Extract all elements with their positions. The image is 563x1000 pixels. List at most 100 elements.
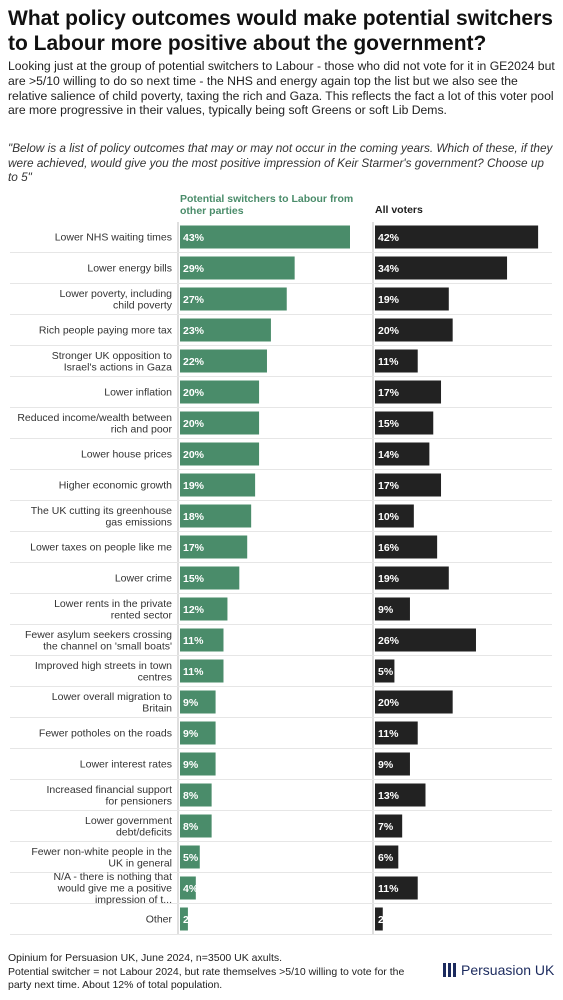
value-label: 2% bbox=[183, 914, 199, 926]
category-label: Reduced income/wealth between rich and po… bbox=[17, 412, 172, 436]
bar-potential-switchers bbox=[180, 876, 196, 900]
category-label: Lower government debt/deficits bbox=[85, 815, 172, 839]
logo-text: Persuasion UK bbox=[461, 962, 555, 978]
bar-all-voters bbox=[375, 566, 449, 590]
value-label: 5% bbox=[183, 852, 199, 864]
value-label: 10% bbox=[378, 511, 400, 523]
bar-potential-switchers bbox=[180, 721, 216, 745]
value-label: 18% bbox=[183, 511, 205, 523]
category-label: Rich people paying more tax bbox=[39, 325, 173, 337]
bar-potential-switchers bbox=[180, 535, 248, 559]
category-label: Lower interest rates bbox=[80, 759, 172, 771]
category-label: Lower crime bbox=[115, 573, 172, 585]
category-label: Lower NHS waiting times bbox=[55, 232, 172, 244]
value-label: 13% bbox=[378, 790, 400, 802]
value-label: 8% bbox=[183, 790, 199, 802]
value-label: 20% bbox=[183, 418, 205, 430]
category-label: Increased financial support for pensioner… bbox=[47, 784, 173, 808]
footer-definition: Potential switcher = not Labour 2024, bu… bbox=[8, 965, 405, 992]
value-label: 19% bbox=[378, 294, 400, 306]
bar-all-voters bbox=[375, 504, 414, 528]
bar-all-voters bbox=[375, 411, 434, 435]
value-label: 11% bbox=[378, 356, 399, 368]
value-label: 34% bbox=[378, 263, 400, 275]
value-label: 9% bbox=[378, 604, 394, 616]
bar-potential-switchers bbox=[180, 318, 271, 342]
value-label: 11% bbox=[183, 666, 204, 678]
value-label: 7% bbox=[378, 821, 394, 833]
category-label: Lower poverty, including child poverty bbox=[60, 288, 173, 312]
bar-potential-switchers bbox=[180, 690, 216, 714]
category-label: Lower inflation bbox=[104, 387, 172, 399]
bar-potential-switchers bbox=[180, 752, 216, 776]
value-label: 9% bbox=[378, 759, 394, 771]
legend-potential-switchers: Potential switchers to Labour from other… bbox=[180, 193, 354, 217]
value-label: 20% bbox=[183, 449, 205, 461]
value-label: 11% bbox=[378, 728, 399, 740]
value-label: 9% bbox=[183, 759, 199, 771]
value-label: 9% bbox=[183, 697, 199, 709]
bar-potential-switchers bbox=[180, 814, 212, 838]
bar-all-voters bbox=[375, 845, 399, 869]
bar-all-voters bbox=[375, 349, 418, 373]
category-label: Stronger UK opposition to Israel's action… bbox=[52, 350, 172, 374]
bar-potential-switchers bbox=[180, 628, 224, 652]
value-label: 20% bbox=[378, 325, 400, 337]
value-label: 42% bbox=[378, 232, 400, 244]
bar-potential-switchers bbox=[180, 349, 267, 373]
value-label: 15% bbox=[183, 573, 205, 585]
value-label: 11% bbox=[183, 635, 204, 647]
category-label: Lower house prices bbox=[81, 449, 172, 461]
value-label: 2% bbox=[378, 914, 394, 926]
category-label: N/A - there is nothing that would give me… bbox=[54, 871, 173, 906]
value-label: 22% bbox=[183, 356, 205, 368]
value-label: 20% bbox=[183, 387, 205, 399]
bar-potential-switchers bbox=[180, 566, 240, 590]
value-label: 15% bbox=[378, 418, 400, 430]
category-label: Other bbox=[146, 914, 173, 926]
bar-potential-switchers bbox=[180, 473, 256, 497]
bar-all-voters bbox=[375, 690, 453, 714]
value-label: 27% bbox=[183, 294, 205, 306]
chart-title: What policy outcomes would make potentia… bbox=[8, 7, 553, 55]
category-label: Fewer asylum seekers crossing the channel… bbox=[25, 629, 172, 653]
bar-all-voters bbox=[375, 535, 438, 559]
bar-all-voters bbox=[375, 225, 539, 249]
bar-all-voters bbox=[375, 628, 476, 652]
value-label: 12% bbox=[183, 604, 205, 616]
category-label: Lower energy bills bbox=[87, 263, 172, 275]
bar-all-voters bbox=[375, 597, 410, 621]
bar-all-voters bbox=[375, 814, 403, 838]
bar-potential-switchers bbox=[180, 256, 295, 280]
value-label: 11% bbox=[378, 883, 399, 895]
category-label: Fewer non-white people in the UK in gener… bbox=[31, 846, 172, 870]
bar-all-voters bbox=[375, 752, 410, 776]
bar-potential-switchers bbox=[180, 845, 200, 869]
value-label: 9% bbox=[183, 728, 199, 740]
bar-all-voters bbox=[375, 318, 453, 342]
value-label: 16% bbox=[378, 542, 400, 554]
value-label: 26% bbox=[378, 635, 400, 647]
bar-potential-switchers bbox=[180, 907, 188, 931]
value-label: 5% bbox=[378, 666, 394, 678]
value-label: 29% bbox=[183, 263, 205, 275]
value-label: 19% bbox=[378, 573, 400, 585]
category-label: Higher economic growth bbox=[59, 480, 172, 492]
bar-potential-switchers bbox=[180, 783, 212, 807]
value-label: 19% bbox=[183, 480, 205, 492]
bar-all-voters bbox=[375, 907, 383, 931]
logo-bars-icon bbox=[443, 963, 456, 977]
bar-all-voters bbox=[375, 380, 442, 404]
category-label: Lower taxes on people like me bbox=[30, 542, 172, 554]
value-label: 8% bbox=[183, 821, 199, 833]
footer-notes: Opinium for Persuasion UK, June 2024, n=… bbox=[8, 952, 428, 993]
bar-potential-switchers bbox=[180, 380, 260, 404]
bar-all-voters bbox=[375, 721, 418, 745]
bar-potential-switchers bbox=[180, 504, 252, 528]
category-label: Lower overall migration to Britain bbox=[52, 691, 172, 715]
bar-potential-switchers bbox=[180, 411, 260, 435]
category-label: The UK cutting its greenhouse gas emissio… bbox=[31, 505, 172, 529]
value-label: 17% bbox=[183, 542, 205, 554]
bar-chart: Lower NHS waiting times 43% 42% Lower energ… bbox=[10, 222, 552, 935]
survey-question: "Below is a list of policy outcomes that… bbox=[8, 141, 553, 185]
